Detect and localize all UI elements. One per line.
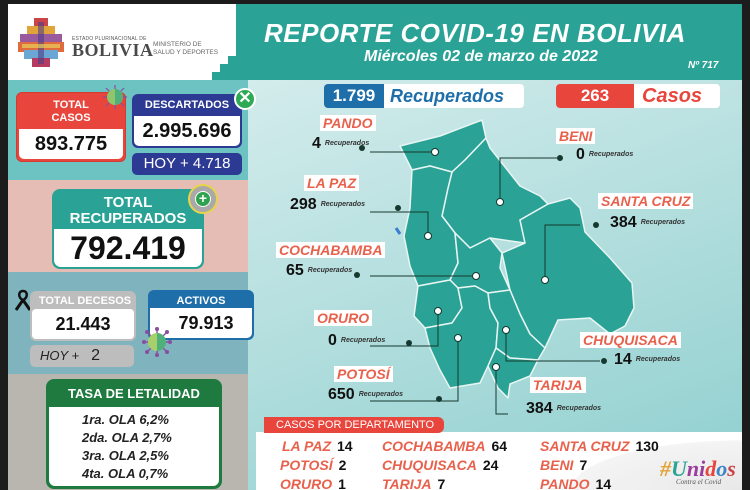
lethality-row: 3ra. OLA 2,5% (82, 448, 169, 463)
dept-recovered-cochabamba: 65 Recuperados (286, 262, 353, 280)
dept-label-santa-cruz: SANTA CRUZ (598, 193, 694, 209)
daily-recovered-pill: 1.799 Recuperados (324, 84, 524, 108)
total-cases-card: TOTAL CASOS 893.775 (16, 92, 126, 162)
case-item: ORURO 1 (280, 476, 346, 490)
leader-dot (557, 155, 563, 161)
dept-recovered-pando: 4 Recuperados (312, 135, 370, 153)
case-item: LA PAZ 14 (282, 438, 353, 454)
coat-of-arms-icon (18, 18, 64, 67)
lethality-row: 2da. OLA 2,7% (82, 430, 172, 445)
total-recovered-card: TOTAL RECUPERADOS 792.419 (52, 189, 204, 269)
lethality-rate-card: TASA DE LETALIDAD 1ra. OLA 6,2% 2da. OLA… (46, 379, 222, 489)
dept-label-cochabamba: COCHABAMBA (276, 242, 386, 258)
lethality-row: 1ra. OLA 6,2% (82, 412, 169, 427)
cases-by-department-title: CASOS POR DEPARTAMENTO (264, 417, 444, 433)
dept-label-pando: PANDO (320, 115, 376, 131)
leader-dot (436, 396, 442, 402)
discarded-value: 2.995.696 (134, 116, 240, 146)
close-x-icon: ✕ (234, 88, 256, 110)
bolivia-map (370, 119, 635, 415)
mourning-ribbon-icon (14, 289, 32, 311)
dept-label-beni: BENI (556, 128, 596, 144)
page-title: REPORTE COVID-19 EN BOLIVIA (264, 18, 686, 48)
report-number: Nº 717 (688, 60, 719, 71)
plus-icon: + (188, 184, 218, 214)
daily-cases-pill: 263 Casos (556, 84, 720, 108)
leader-dot (406, 340, 412, 346)
report-date: Miércoles 02 de marzo de 2022 (364, 48, 598, 65)
ministry-header: ESTADO PLURINACIONAL DE BOLIVIA MINISTER… (8, 4, 248, 80)
discarded-today: HOY + 4.718 (132, 153, 242, 175)
case-item: POTOSÍ 2 (280, 457, 347, 473)
dept-recovered-oruro: 0 Recuperados (328, 332, 386, 350)
case-item: SANTA CRUZ 130 (540, 438, 659, 454)
case-item: PANDO 14 (540, 476, 612, 490)
leader-dot (395, 205, 401, 211)
dept-recovered-chuquisaca: 14 Recuperados (614, 351, 681, 369)
total-recovered-value: 792.419 (54, 229, 202, 267)
dept-label-la-paz: LA PAZ (304, 175, 359, 191)
deaths-today: HOY +2 (30, 345, 134, 367)
case-item: BENI 7 (540, 457, 588, 473)
case-item: CHUQUISACA 24 (382, 457, 499, 473)
dept-label-tarija: TARIJA (530, 377, 586, 393)
dept-label-chuquisaca: CHUQUISACA (580, 332, 681, 348)
virus-icon (142, 327, 172, 357)
total-deaths-card: TOTAL DECESOS 21.443 (30, 291, 136, 341)
case-item: TARIJA 7 (382, 476, 446, 490)
cases-by-department-panel (256, 432, 742, 490)
dept-label-potosi: POTOSÍ (334, 366, 393, 382)
title-banner (236, 4, 742, 80)
dept-recovered-tarija: 384 Recuperados (526, 400, 602, 418)
leader-dot (354, 272, 360, 278)
lethality-row: 4ta. OLA 0,7% (82, 466, 169, 481)
discarded-card: DESCARTADOS 2.995.696 (132, 94, 242, 148)
infographic: ESTADO PLURINACIONAL DE BOLIVIA MINISTER… (8, 4, 742, 490)
active-cases-value: 79.913 (150, 308, 252, 338)
dept-recovered-la-paz: 298 Recuperados (290, 196, 366, 214)
virus-icon (103, 85, 127, 109)
leader-dot (601, 358, 607, 364)
dept-recovered-potosi: 650 Recuperados (328, 386, 404, 404)
state-label: ESTADO PLURINACIONAL DE (72, 36, 147, 42)
total-deaths-value: 21.443 (32, 309, 134, 339)
dept-recovered-beni: 0 Recuperados (576, 146, 634, 164)
ministry-name: MINISTERIO DE SALUD Y DEPORTES (153, 41, 219, 56)
case-item: COCHABAMBA 64 (382, 438, 508, 454)
dept-label-oruro: ORURO (314, 310, 373, 326)
step-decoration (208, 48, 248, 80)
total-cases-value: 893.775 (19, 129, 123, 159)
country-name: BOLIVIA (72, 40, 154, 60)
unidos-campaign-logo: #Unidos Contra el Covid (660, 456, 736, 486)
dept-recovered-santa-cruz: 384 Recuperados (610, 214, 686, 232)
leader-dot (593, 222, 599, 228)
leader-dot (359, 145, 365, 151)
